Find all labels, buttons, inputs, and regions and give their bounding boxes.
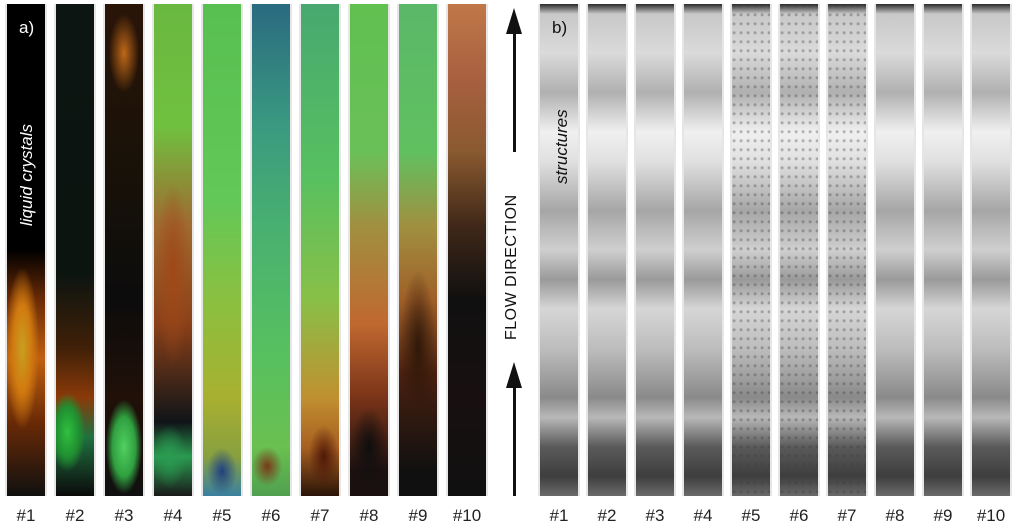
lc-label-6: #6 (261, 506, 281, 525)
st-strip-1 (538, 4, 580, 496)
st-label-6: #6 (789, 506, 809, 525)
st-strip-6 (778, 4, 820, 496)
panel-liquid-crystals: a) liquid crystals (5, 4, 490, 496)
st-strip-9 (922, 4, 964, 496)
st-strip-2 (586, 4, 628, 496)
st-strip-10 (970, 4, 1012, 496)
panel-a-caption: liquid crystals (17, 123, 36, 226)
flow-arrow-shaft-top (513, 32, 516, 152)
panel-b-caption: structures (552, 109, 571, 184)
lc-strip-7 (299, 4, 341, 496)
lc-strip-8 (348, 4, 390, 496)
lc-strip-4 (152, 4, 194, 496)
lc-label-1: #1 (16, 506, 36, 525)
lc-strip-5 (201, 4, 243, 496)
lc-label-5: #5 (212, 506, 232, 525)
flow-direction-label: FLOW DIRECTION (503, 194, 520, 340)
st-label-7: #7 (837, 506, 857, 525)
st-label-2: #2 (597, 506, 617, 525)
panel-structures: b) structures (538, 4, 1016, 496)
lc-strip-3 (103, 4, 145, 496)
st-label-4: #4 (693, 506, 713, 525)
flow-arrow-up-bottom-icon (506, 362, 522, 388)
lc-strip-10 (446, 4, 488, 496)
st-strip-4 (682, 4, 724, 496)
st-label-9: #9 (933, 506, 953, 525)
st-strip-8 (874, 4, 916, 496)
flow-arrow-up-top-icon (506, 8, 522, 34)
st-label-10: #10 (976, 506, 1006, 525)
lc-label-4: #4 (163, 506, 183, 525)
lc-strip-9 (397, 4, 439, 496)
lc-label-9: #9 (408, 506, 428, 525)
st-strip-5 (730, 4, 772, 496)
st-label-5: #5 (741, 506, 761, 525)
lc-label-2: #2 (65, 506, 85, 525)
panel-a-label: a) (19, 18, 35, 37)
lc-label-8: #8 (359, 506, 379, 525)
st-label-1: #1 (549, 506, 569, 525)
lc-strip-6 (250, 4, 292, 496)
st-strip-7 (826, 4, 868, 496)
lc-label-7: #7 (310, 506, 330, 525)
lc-label-3: #3 (114, 506, 134, 525)
lc-strip-1 (5, 4, 47, 496)
lc-strip-2 (54, 4, 96, 496)
st-strip-3 (634, 4, 676, 496)
st-label-3: #3 (645, 506, 665, 525)
st-label-8: #8 (885, 506, 905, 525)
flow-arrow-shaft-bottom (513, 386, 516, 496)
lc-label-10: #10 (452, 506, 482, 525)
panel-b-label: b) (552, 18, 568, 37)
